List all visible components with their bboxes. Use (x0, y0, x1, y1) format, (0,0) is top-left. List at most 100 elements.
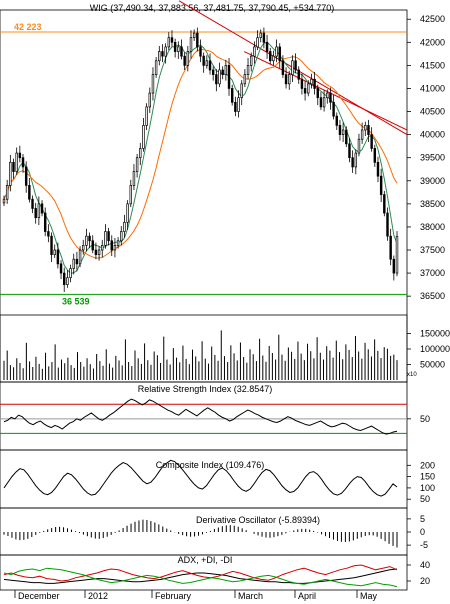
candle-body (329, 92, 332, 103)
candle-body (139, 148, 142, 159)
price-tick-label: 41000 (420, 83, 445, 93)
price-tick-label: 39000 (420, 176, 445, 186)
candle-body (116, 240, 120, 246)
candle-body (386, 212, 389, 237)
candle-body (294, 60, 297, 71)
candle-body (183, 55, 186, 66)
price-tick-label: 39500 (420, 153, 445, 163)
low-level-label: 36 539 (62, 296, 90, 306)
candlesticks (2, 27, 399, 292)
tick-label: 50 (420, 414, 430, 424)
candle-body (5, 185, 9, 200)
candle-body (262, 32, 266, 43)
price-tick-label: 36500 (420, 291, 445, 301)
adx-series-line (3, 564, 398, 582)
candle-body (243, 74, 247, 85)
candle-body (316, 88, 319, 99)
price-tick-label: 37000 (420, 268, 445, 278)
candle-body (234, 101, 237, 112)
candle-body (341, 129, 345, 135)
candle-body (129, 185, 132, 205)
candle-body (126, 203, 129, 223)
candle-body (392, 258, 396, 274)
candle-body (63, 272, 66, 285)
candle-body (278, 46, 281, 62)
candle-body (47, 231, 50, 237)
candle-body (167, 37, 171, 48)
candle-body (253, 46, 256, 57)
candle-body (357, 138, 361, 154)
candle-body (256, 37, 259, 48)
rsi-label: Relative Strength Index (32.8547) (138, 384, 273, 394)
candle-body (246, 65, 250, 75)
tick-label: -5 (420, 540, 428, 550)
adx-label: ADX, +DI, -DI (178, 555, 233, 565)
candle-body (288, 74, 291, 85)
candle-body (177, 46, 180, 52)
price-tick-label: 37500 (420, 245, 445, 255)
candle-body (94, 249, 98, 255)
price-axis-ticks: 42500 42000 41500 41000 40500 40000 39500 39000… (407, 14, 445, 301)
candle-body (224, 65, 228, 75)
candle-body (284, 74, 288, 85)
candle-body (72, 258, 75, 269)
candle-body (249, 55, 253, 66)
candle-body (300, 78, 304, 89)
candle-body (75, 258, 79, 265)
x-axis-label: May (360, 591, 378, 601)
candle-body (227, 65, 231, 89)
candle-body (237, 97, 240, 112)
candle-body (259, 32, 262, 39)
candle-body (18, 152, 22, 159)
x-axis-label: April (298, 591, 316, 601)
candle-body (272, 55, 275, 62)
candle-body (313, 78, 316, 89)
candle-body (40, 203, 44, 214)
candle-body (2, 198, 6, 204)
candle-body (56, 249, 60, 265)
tick-label: 150 (420, 472, 435, 482)
candle-body (154, 60, 158, 75)
candle-body (120, 231, 123, 242)
tick-label: 100 (420, 483, 435, 493)
candle-body (78, 249, 82, 265)
tick-label: 50 (420, 494, 430, 504)
candle-body (192, 32, 196, 39)
candle-body (240, 83, 243, 99)
x-axis-label: February (155, 591, 192, 601)
candle-body (326, 92, 329, 99)
candle-body (88, 235, 91, 242)
candle-body (373, 148, 377, 163)
price-tick-label: 38000 (420, 222, 445, 232)
candle-body (186, 51, 190, 66)
price-tick-label: 42500 (420, 14, 445, 24)
volume-scale-label: x10 (407, 372, 417, 378)
price-tick-label: 40500 (420, 107, 445, 117)
candle-body (21, 157, 25, 168)
candle-body (354, 152, 358, 168)
candle-body (215, 74, 218, 85)
price-tick-label: 38500 (420, 199, 445, 209)
candle-body (348, 143, 351, 159)
derivative-plot: 5 0 -5 (3, 514, 428, 550)
candle-body (265, 41, 269, 52)
candle-body (37, 203, 41, 219)
candle-body (15, 152, 18, 172)
candle-body (59, 263, 63, 274)
candle-body (303, 88, 307, 94)
candle-body (364, 125, 367, 131)
candle-body (335, 115, 338, 126)
tick-label: 5 (420, 514, 425, 524)
candle-body (389, 235, 392, 260)
candle-body (230, 88, 234, 103)
candle-body (383, 194, 386, 214)
candle-body (69, 268, 72, 279)
candle-body (379, 175, 383, 195)
candle-body (196, 32, 199, 48)
candle-body (338, 125, 342, 135)
volume-axis-ticks: 150000 100000 50000 (407, 329, 450, 370)
tick-label: 200 (420, 460, 435, 470)
